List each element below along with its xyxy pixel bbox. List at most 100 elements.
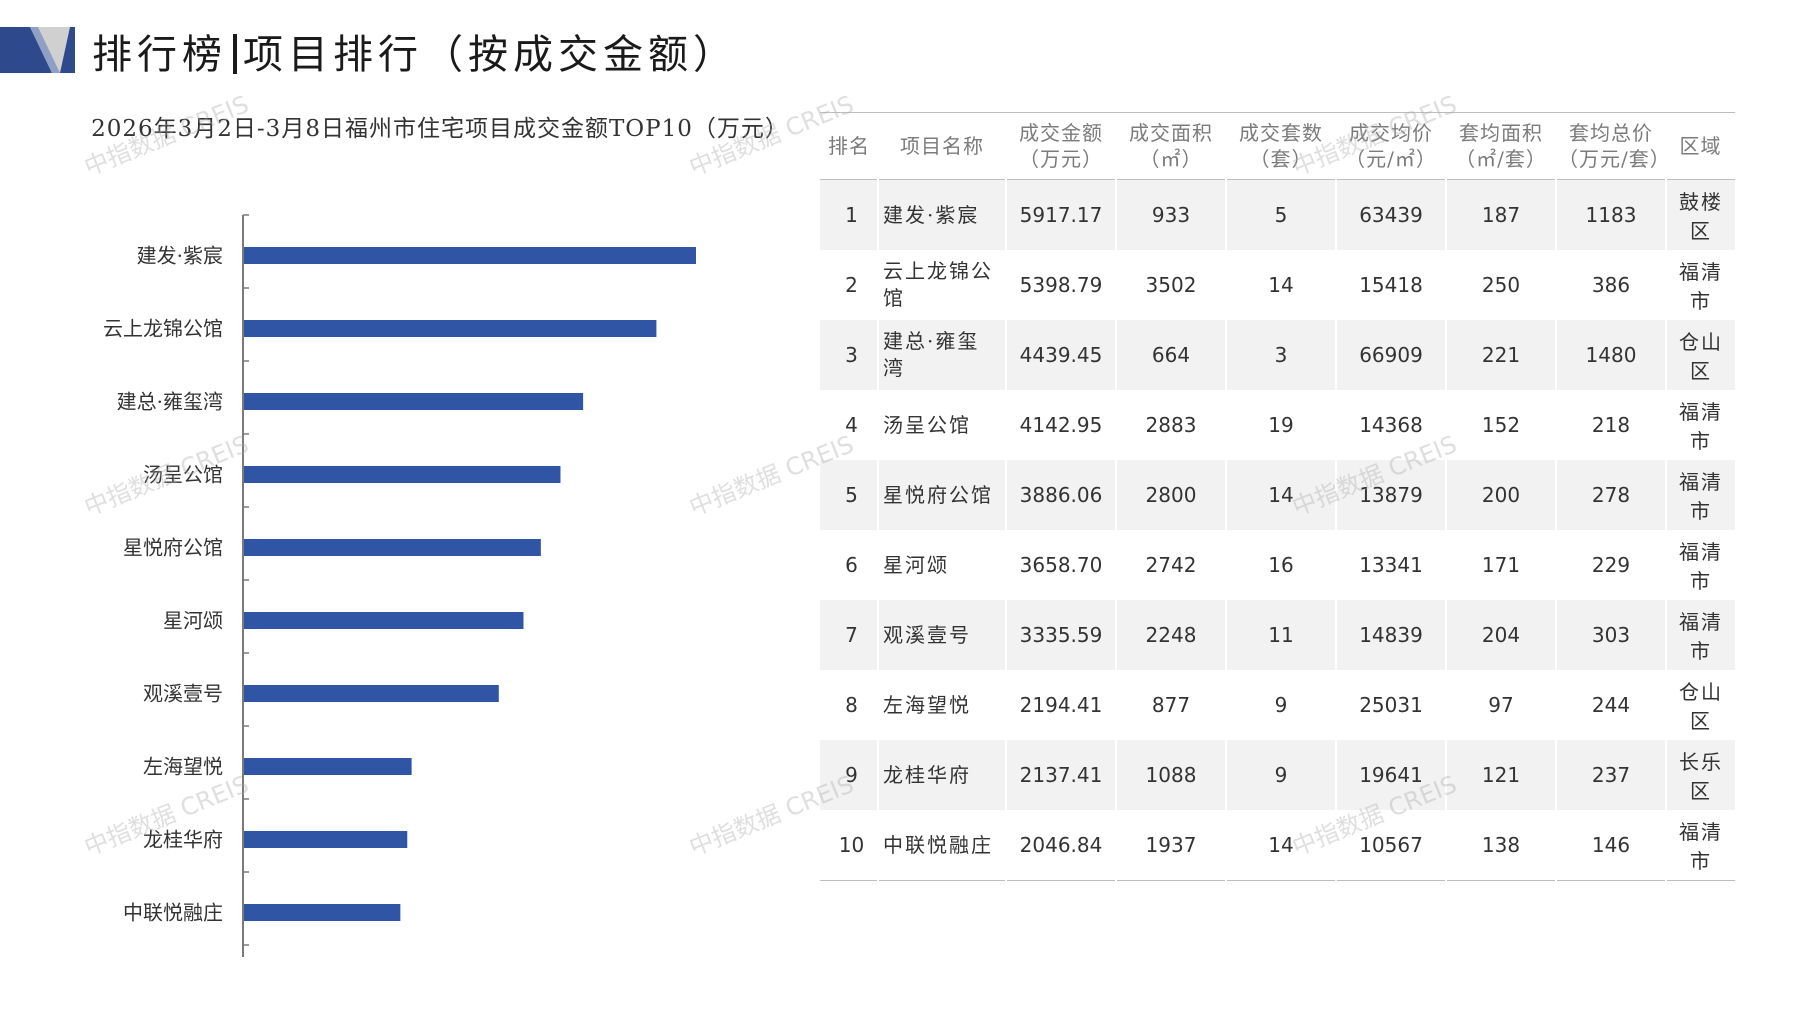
cell-price: 15418 [1336,250,1447,320]
column-header-line: 成交套数 [1239,121,1323,145]
table-row: 3 建总·雍玺湾 4439.45 664 3 66909 221 1480 仓山区 [820,320,1735,390]
column-header: 项目名称 [878,112,1006,180]
cell-region: 长乐区 [1666,740,1735,810]
cell-amount: 4439.45 [1006,320,1117,390]
column-header: 排名 [820,112,878,180]
cell-price: 19641 [1336,740,1447,810]
cell-avg-total: 303 [1556,600,1667,670]
cell-avg-area: 200 [1446,460,1557,530]
cell-rank: 4 [820,390,879,460]
category-label: 建发·紫宸 [137,244,223,268]
logo-mark [0,27,75,73]
cell-area: 3502 [1116,250,1227,320]
category-label: 星悦府公馆 [123,536,223,560]
cell-amount: 5917.17 [1006,179,1117,250]
cell-rank: 5 [820,460,879,530]
bar [244,758,412,775]
column-header-line: 排名 [828,134,870,158]
cell-avg-area: 121 [1446,740,1557,810]
cell-area: 1937 [1116,810,1227,881]
cell-amount: 5398.79 [1006,250,1117,320]
bar [244,685,499,702]
cell-avg-area: 171 [1446,530,1557,600]
cell-name: 龙桂华府 [878,740,1007,810]
cell-amount: 3658.70 [1006,530,1117,600]
category-label: 观溪壹号 [143,682,223,706]
cell-region: 仓山区 [1666,670,1735,740]
column-header-line: （万元/套） [1558,147,1671,171]
cell-rank: 3 [820,320,879,390]
cell-avg-area: 187 [1446,179,1557,250]
ranking-table: 排名 项目名称 成交金额 （万元） 成交面积 （㎡） 成交套数 （套） 成交均价 （元/㎡） 套均面… [820,112,1735,881]
page-title-sub: 项目排行（按成交金额） [243,32,738,78]
cell-avg-total: 229 [1556,530,1667,600]
bar [244,831,408,848]
column-header-line: 成交金额 [1019,121,1103,145]
cell-name: 建总·雍玺湾 [878,320,1007,390]
cell-region: 福清市 [1666,600,1735,670]
title-separator [233,34,237,74]
cell-units: 16 [1226,530,1337,600]
cell-name: 云上龙锦公馆 [878,250,1007,320]
cell-region: 福清市 [1666,460,1735,530]
cell-region: 福清市 [1666,530,1735,600]
cell-units: 19 [1226,390,1337,460]
cell-amount: 2137.41 [1006,740,1117,810]
cell-avg-total: 218 [1556,390,1667,460]
cell-name: 中联悦融庄 [878,810,1007,881]
category-label: 建总·雍玺湾 [117,390,223,414]
cell-avg-area: 138 [1446,810,1557,881]
column-header: 套均总价 （万元/套） [1556,112,1670,180]
bar [244,393,584,410]
table-row: 1 建发·紫宸 5917.17 933 5 63439 187 1183 鼓楼区 [820,179,1735,250]
cell-amount: 3335.59 [1006,600,1117,670]
column-header-line: （元/㎡） [1345,147,1437,171]
column-header-line: （㎡） [1139,147,1203,171]
cell-avg-total: 386 [1556,250,1667,320]
cell-name: 建发·紫宸 [878,179,1007,250]
cell-price: 14368 [1336,390,1447,460]
cell-area: 664 [1116,320,1227,390]
cell-units: 14 [1226,810,1337,881]
bar [244,612,524,629]
bar [244,320,657,337]
column-header: 成交均价 （元/㎡） [1336,112,1446,180]
cell-avg-area: 221 [1446,320,1557,390]
table-row: 6 星河颂 3658.70 2742 16 13341 171 229 福清市 [820,530,1735,600]
cell-name: 观溪壹号 [878,600,1007,670]
bar [244,247,696,264]
category-label: 龙桂华府 [143,828,223,852]
column-header-line: 项目名称 [900,134,984,158]
column-header-line: 成交面积 [1129,121,1213,145]
cell-amount: 2194.41 [1006,670,1117,740]
cell-units: 3 [1226,320,1337,390]
table-row: 7 观溪壹号 3335.59 2248 11 14839 204 303 福清市 [820,600,1735,670]
cell-rank: 8 [820,670,879,740]
bar [244,539,541,556]
table-row: 10 中联悦融庄 2046.84 1937 14 10567 138 146 福清市 [820,810,1735,881]
cell-area: 2883 [1116,390,1227,460]
cell-units: 14 [1226,250,1337,320]
cell-name: 星河颂 [878,530,1007,600]
column-header-line: （㎡/套） [1455,147,1547,171]
cell-area: 877 [1116,670,1227,740]
cell-avg-area: 97 [1446,670,1557,740]
bar [244,466,561,483]
cell-avg-total: 146 [1556,810,1667,881]
cell-price: 14839 [1336,600,1447,670]
cell-rank: 9 [820,740,879,810]
cell-area: 2742 [1116,530,1227,600]
table-row: 2 云上龙锦公馆 5398.79 3502 14 15418 250 386 福清市 [820,250,1735,320]
cell-price: 13341 [1336,530,1447,600]
cell-amount: 3886.06 [1006,460,1117,530]
cell-avg-area: 152 [1446,390,1557,460]
column-header-line: （套） [1249,147,1313,171]
cell-rank: 6 [820,530,879,600]
cell-units: 9 [1226,740,1337,810]
cell-amount: 4142.95 [1006,390,1117,460]
table-row: 5 星悦府公馆 3886.06 2800 14 13879 200 278 福清市 [820,460,1735,530]
page-title-main: 排行榜 [92,32,227,78]
cell-units: 9 [1226,670,1337,740]
column-header: 成交套数 （套） [1226,112,1336,180]
cell-units: 5 [1226,179,1337,250]
